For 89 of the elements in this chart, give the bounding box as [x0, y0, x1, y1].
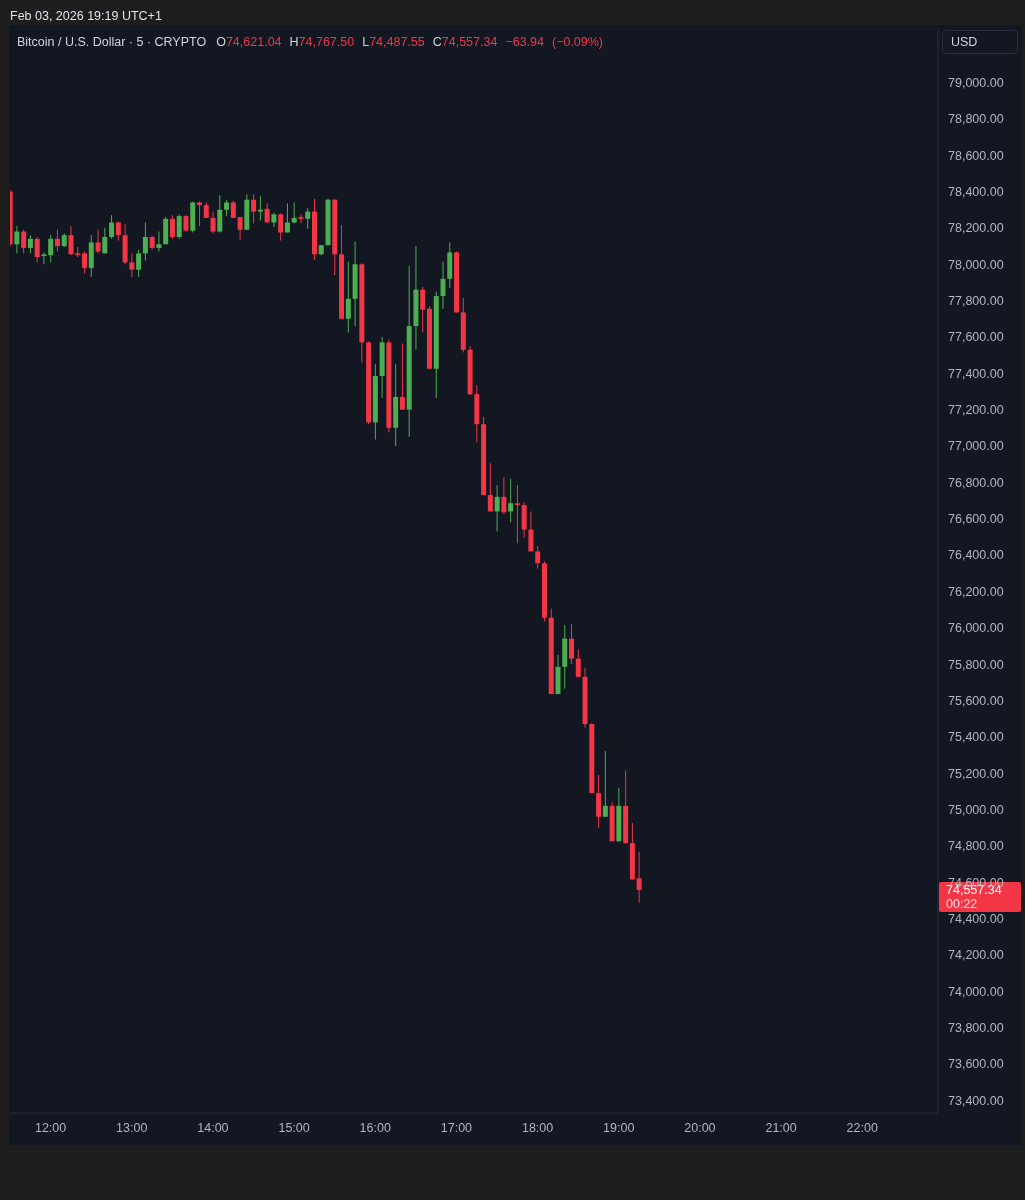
- candlestick: [420, 286, 426, 333]
- text: 00:22: [946, 897, 978, 912]
- x-tick-label: 19:00: [603, 1120, 635, 1135]
- candlestick: [102, 227, 108, 254]
- text: Bitcoin / U.S. Dollar · 5 · CRYPTO: [17, 35, 207, 49]
- candlestick: [284, 202, 290, 233]
- y-tick-label: 77,400.00: [948, 366, 1004, 381]
- y-tick-label: 76,800.00: [948, 475, 1004, 490]
- candlestick: [514, 484, 520, 544]
- y-tick-label: 75,400.00: [948, 730, 1004, 745]
- currency-selector: USD: [942, 30, 1018, 54]
- y-tick-label: 74,200.00: [948, 948, 1004, 963]
- candlestick: [278, 212, 284, 242]
- x-tick-label: 14:00: [197, 1120, 229, 1135]
- candlestick: [95, 229, 101, 254]
- candlestick: [440, 261, 446, 310]
- x-tick-label: 20:00: [684, 1120, 716, 1135]
- candlestick: [109, 214, 115, 240]
- y-tick-label: 77,000.00: [948, 439, 1004, 454]
- candlestick: [602, 750, 608, 818]
- candlestick: [14, 225, 20, 254]
- y-tick-label: 78,200.00: [948, 221, 1004, 236]
- x-tick-label: 16:00: [359, 1120, 391, 1135]
- y-tick-label: 73,600.00: [948, 1057, 1004, 1072]
- y-tick-label: 78,000.00: [948, 257, 1004, 272]
- y-tick-label: 75,000.00: [948, 802, 1004, 817]
- y-tick-label: 79,000.00: [948, 75, 1004, 90]
- candlestick: [48, 234, 54, 263]
- candlestick: [197, 201, 203, 227]
- y-tick-label: 78,600.00: [948, 148, 1004, 163]
- candlestick: [169, 214, 175, 240]
- text: O74,621.04 H74,767.50 L74,487.55 C74,557.34 −63.94 (−0.09%): [216, 35, 604, 49]
- candlestick: [575, 649, 581, 678]
- candlestick: [27, 234, 33, 254]
- candlestick: [528, 510, 534, 552]
- candlestick: [636, 851, 642, 904]
- candlestick: [34, 236, 40, 263]
- candlestick: [535, 545, 541, 570]
- candlestick: [82, 251, 88, 274]
- y-tick-label: 76,000.00: [948, 621, 1004, 636]
- candlestick: [399, 342, 405, 411]
- candlestick: [136, 249, 142, 278]
- candlestick: [54, 229, 60, 253]
- candlestick: [156, 231, 162, 253]
- candlestick: [237, 216, 243, 241]
- y-tick-label: 75,200.00: [948, 766, 1004, 781]
- y-tick-label: 74,000.00: [948, 984, 1004, 999]
- x-tick-label: 17:00: [440, 1120, 473, 1135]
- candlestick: [210, 211, 216, 234]
- x-tick-label: 13:00: [116, 1120, 148, 1135]
- y-tick-label: 75,600.00: [948, 693, 1004, 708]
- y-tick-label: 74,800.00: [948, 839, 1004, 854]
- x-tick-label: 21:00: [765, 1120, 797, 1135]
- y-tick-label: 77,600.00: [948, 330, 1004, 345]
- candlestick: [305, 207, 311, 230]
- text: Feb 03, 2026 19:19 UTC+1: [10, 9, 162, 23]
- candlestick: [68, 225, 74, 256]
- x-tick-label: 15:00: [278, 1120, 310, 1135]
- candlestick: [345, 261, 351, 333]
- y-tick-label: 76,200.00: [948, 584, 1004, 599]
- candlestick: [217, 194, 223, 233]
- candlestick: [142, 221, 148, 262]
- candlestick: [298, 213, 304, 224]
- y-tick-label: 75,800.00: [948, 657, 1004, 672]
- y-tick-label: 77,200.00: [948, 403, 1004, 418]
- candlestick: [596, 774, 602, 829]
- x-tick-label: 12:00: [34, 1120, 67, 1135]
- candlestick: [251, 193, 257, 224]
- candlestick: [176, 213, 182, 240]
- candlestick: [501, 476, 507, 515]
- y-tick-label: 77,800.00: [948, 294, 1004, 309]
- candlestick: [508, 478, 514, 523]
- candlestick: [41, 251, 47, 265]
- y-tick-label: 78,400.00: [948, 185, 1004, 200]
- candlestick: [21, 229, 27, 254]
- y-tick-label: 73,400.00: [948, 1093, 1004, 1108]
- y-tick-label: 76,400.00: [948, 548, 1004, 563]
- candlestick: [129, 252, 135, 278]
- y-tick-label: 76,600.00: [948, 512, 1004, 527]
- candlestick: [569, 623, 575, 665]
- y-tick-label: 73,800.00: [948, 1021, 1004, 1036]
- x-tick-label: 18:00: [521, 1120, 554, 1135]
- candlestick: [487, 462, 493, 512]
- x-tick-label: 22:00: [846, 1120, 878, 1135]
- candlestick: [257, 195, 263, 222]
- candlestick: [271, 211, 277, 228]
- y-tick-label: 74,400.00: [948, 911, 1004, 926]
- y-tick-label: 78,800.00: [948, 112, 1004, 127]
- candlestick: [494, 484, 500, 532]
